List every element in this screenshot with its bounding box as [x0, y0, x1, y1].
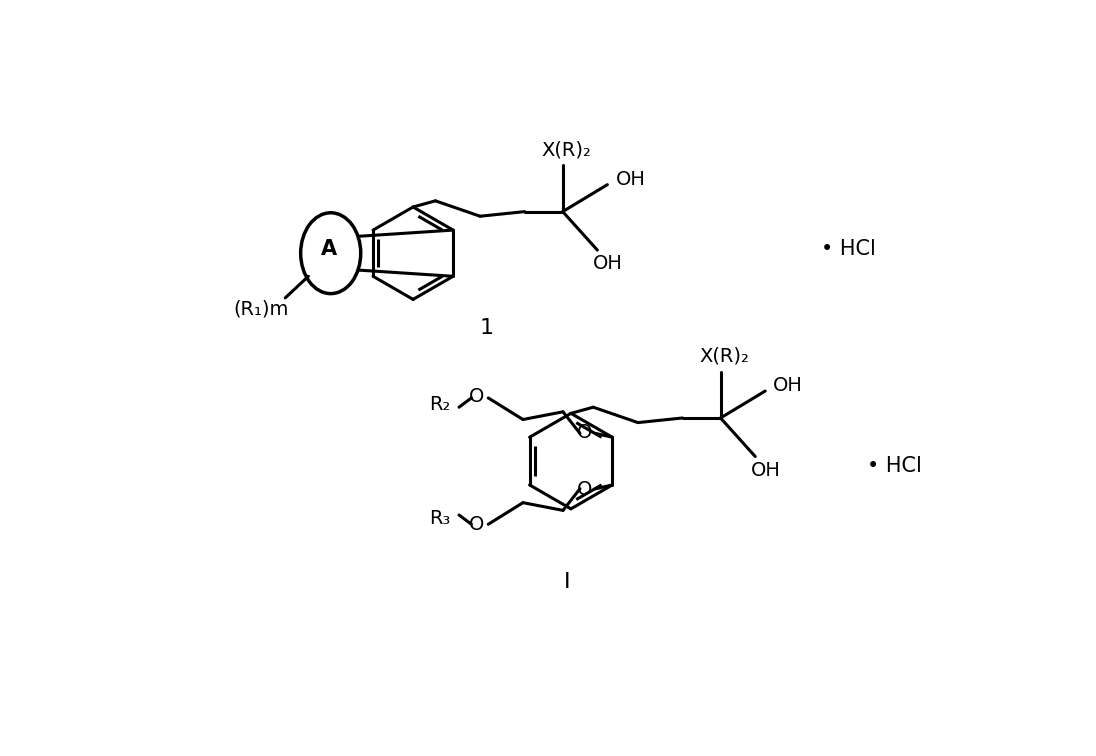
Text: (R₁)m: (R₁)m — [233, 299, 288, 318]
Text: OH: OH — [593, 255, 623, 274]
Text: R₂: R₂ — [430, 395, 450, 414]
Text: O: O — [469, 387, 484, 406]
Text: R₃: R₃ — [430, 509, 450, 528]
Text: X(R)₂: X(R)₂ — [541, 141, 592, 160]
Text: OH: OH — [751, 461, 781, 480]
Text: OH: OH — [616, 170, 646, 189]
Text: • HCl: • HCl — [821, 240, 876, 259]
Text: O: O — [576, 480, 592, 499]
Text: • HCl: • HCl — [867, 457, 922, 476]
Text: A: A — [321, 239, 338, 259]
Text: OH: OH — [774, 376, 803, 395]
Text: 1: 1 — [479, 318, 493, 338]
Text: O: O — [469, 516, 484, 534]
Text: X(R)₂: X(R)₂ — [699, 347, 750, 366]
Text: O: O — [576, 423, 592, 442]
Text: I: I — [563, 572, 570, 592]
